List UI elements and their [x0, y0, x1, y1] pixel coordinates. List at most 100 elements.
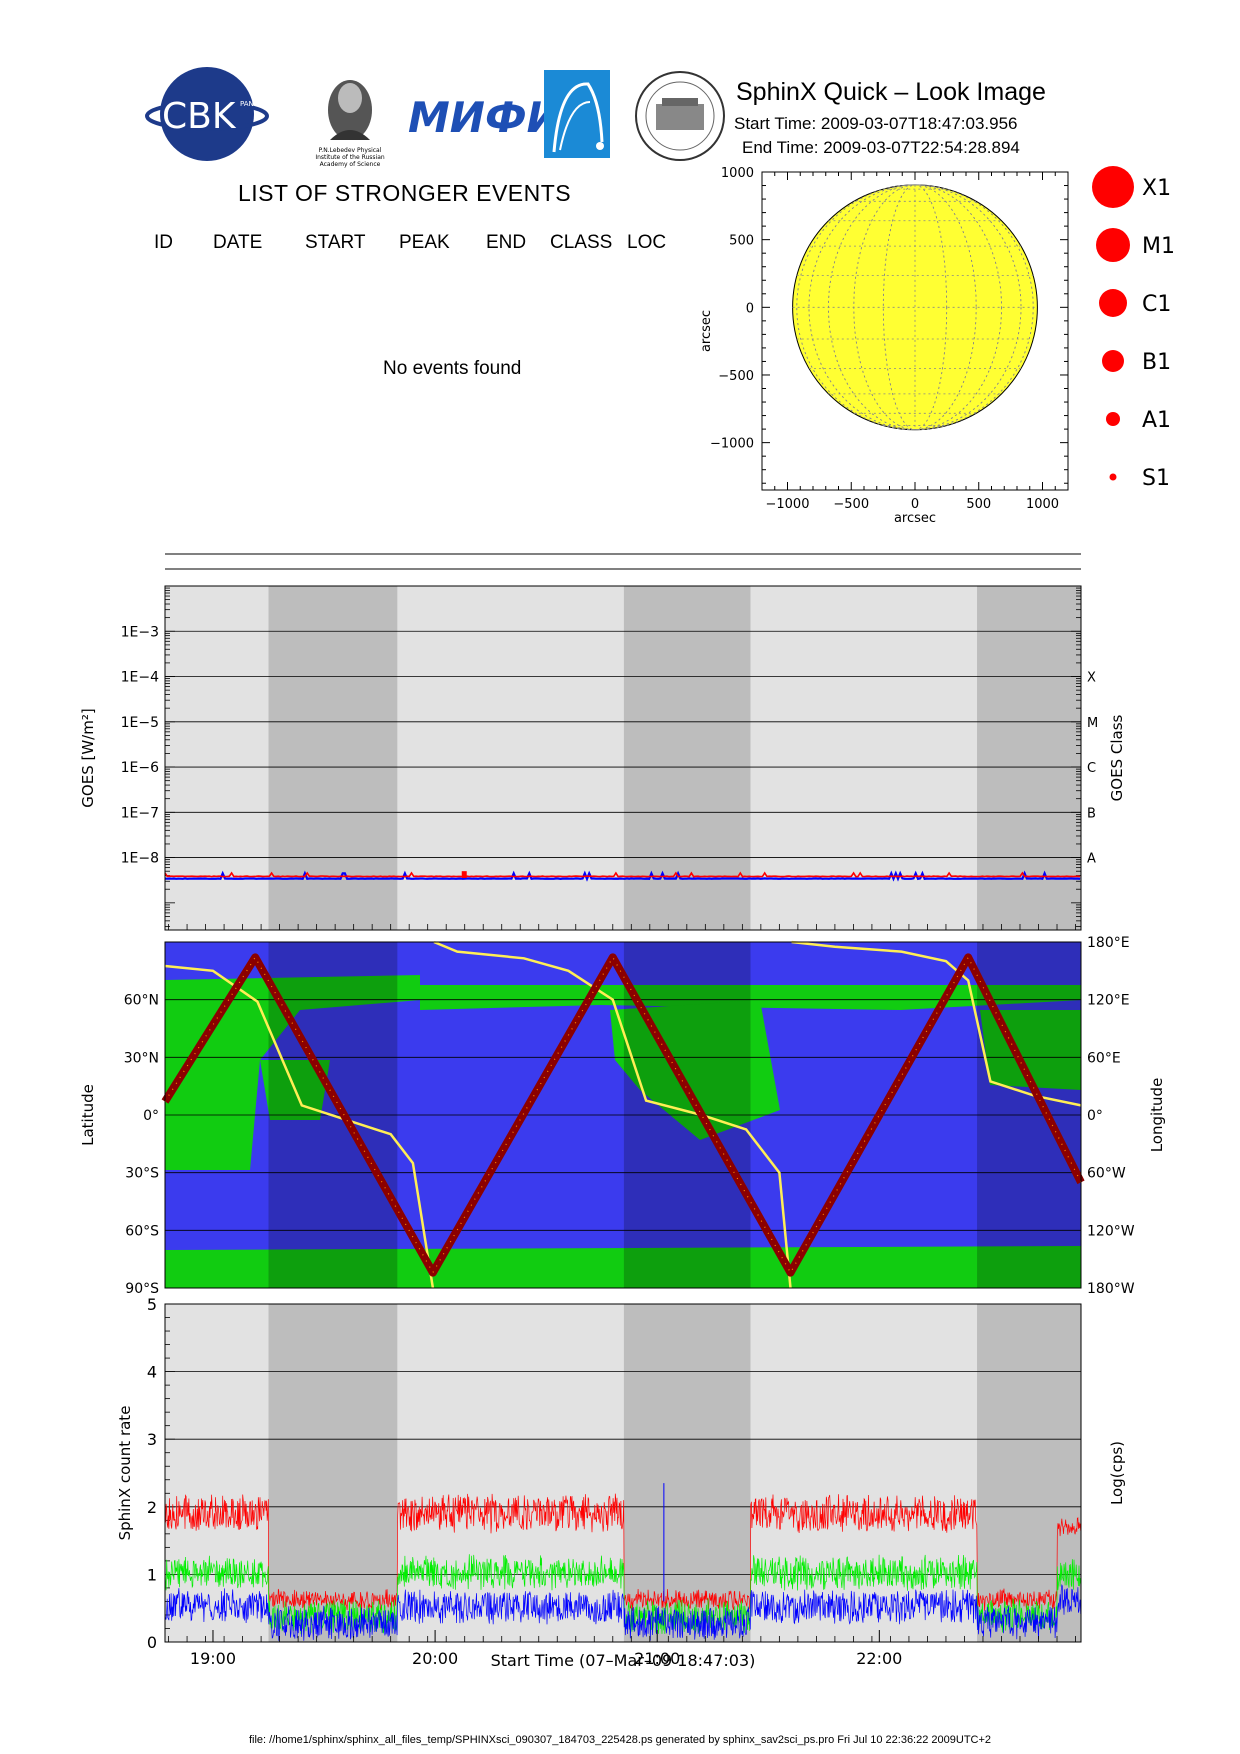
orbit-lon-label: 60°E	[1087, 1050, 1121, 1066]
y-tick-label: 1000	[721, 166, 754, 181]
sphinx-x-tick-label: 22:00	[856, 1649, 902, 1668]
orbit-lon-label: 180°W	[1087, 1281, 1135, 1297]
comet-logo	[544, 70, 610, 158]
legend-marker-s1	[1109, 473, 1117, 481]
y-tick-label: −500	[718, 369, 754, 384]
cbk-logo: CBK PAN	[145, 67, 269, 161]
sphinx-series-0	[164, 1493, 1082, 1611]
x-tick-label: −500	[833, 497, 869, 512]
sun-map-chart: −1000 −500 0 500 1000 −1000 −500 0 500 1000 arcsec…	[699, 166, 1069, 526]
orbit-lat-label: 60°N	[124, 993, 159, 1009]
legend-label-c1: C1	[1142, 292, 1171, 317]
goes-tick-label: 1E−7	[121, 805, 159, 821]
col-start: START	[305, 232, 366, 253]
sphinx-tick-label: 0	[147, 1633, 157, 1652]
sphinx-x-tick-label: 21:00	[634, 1649, 680, 1668]
x-tick-label: 1000	[1026, 497, 1059, 512]
sphinx-right-label: Log(cps)	[1108, 1441, 1126, 1505]
legend-marker-c1	[1099, 289, 1127, 317]
no-events-message: No events found	[383, 358, 522, 379]
sphinx-x-axis-label: Start Time (07–Mar–09 18:47:03)	[491, 1651, 756, 1670]
goes-class-label: X	[1087, 671, 1096, 686]
sphinx-x-tick-label: 19:00	[190, 1649, 236, 1668]
university-seal	[635, 71, 725, 161]
legend-label-s1: S1	[1142, 466, 1170, 491]
goes-bump	[461, 871, 467, 878]
legend-label-m1: M1	[1142, 234, 1175, 259]
orbit-lon-label: 60°W	[1087, 1166, 1126, 1182]
col-date: DATE	[213, 232, 263, 253]
orbit-lat-label: 60°S	[125, 1223, 159, 1239]
goes-class-label: A	[1087, 852, 1096, 867]
svg-text:Institute of the Russian: Institute of the Russian	[315, 154, 385, 161]
orbit-right-label: Longitude	[1148, 1078, 1166, 1153]
legend-label-x1: X1	[1142, 176, 1171, 201]
legend-label-b1: B1	[1142, 350, 1171, 375]
events-title: LIST OF STRONGER EVENTS	[238, 180, 572, 206]
sphinx-night-band	[623, 1304, 751, 1642]
orbit-lon-label: 180°E	[1087, 935, 1130, 951]
x-tick-label: 0	[911, 497, 919, 512]
svg-text:MИФИ: MИФИ	[408, 93, 562, 142]
x-axis-label: arcsec	[894, 511, 936, 526]
goes-class-label: B	[1087, 806, 1096, 821]
goes-class-label: C	[1087, 761, 1096, 776]
logo-strip: CBK PAN P.N.Lebedev Physical Institute o…	[145, 67, 725, 168]
sphinx-tick-label: 1	[147, 1565, 157, 1584]
goes-night-band	[268, 586, 398, 930]
orbit-lat-label: 30°N	[124, 1050, 159, 1066]
goes-right-label: GOES Class	[1108, 714, 1126, 801]
goes-series-long	[165, 870, 1081, 882]
goes-tick-label: 1E−4	[121, 670, 159, 686]
orbit-land	[165, 975, 420, 1170]
mifi-logo: MИФИ	[408, 93, 562, 142]
goes-frame	[164, 585, 1082, 931]
sphinx-night-band	[268, 1304, 398, 1642]
col-class: CLASS	[550, 232, 613, 253]
y-tick-label: −1000	[710, 437, 754, 452]
x-tick-label: 500	[966, 497, 991, 512]
page-title: SphinX Quick – Look Image	[736, 78, 1046, 106]
sphinx-y-label: SphinX count rate	[116, 1406, 134, 1541]
goes-tick-label: 1E−8	[121, 851, 159, 867]
flare-class-legend: X1 M1 C1 B1 A1 S1	[1092, 166, 1175, 491]
footer-file-info: file: //home1/sphinx/sphinx_all_files_te…	[248, 1734, 992, 1746]
legend-marker-m1	[1096, 228, 1130, 262]
sphinx-series-1	[164, 1554, 1082, 1635]
sphinx-series-2	[164, 1584, 1082, 1641]
goes-class-label: M	[1087, 716, 1098, 731]
sphinx-tick-label: 4	[147, 1363, 157, 1382]
goes-y-label: GOES [W/m²]	[79, 708, 97, 807]
legend-marker-a1	[1106, 412, 1120, 426]
col-end: END	[486, 232, 527, 253]
cbk-logo-text: CBK	[162, 96, 237, 137]
orbit-lon-label: 0°	[1087, 1108, 1103, 1124]
goes-tick-label: 1E−5	[121, 715, 159, 731]
legend-label-a1: A1	[1142, 408, 1171, 433]
sphinx-frame	[164, 1303, 1082, 1643]
orbit-latitude-track	[161, 953, 1085, 1277]
col-id: ID	[154, 232, 173, 253]
goes-tick-label: 1E−6	[121, 760, 159, 776]
y-tick-label: 500	[729, 234, 754, 249]
svg-text:Academy of Science: Academy of Science	[320, 161, 381, 168]
separator-lines	[165, 553, 1081, 570]
orbit-y-label: Latitude	[79, 1084, 97, 1146]
goes-tick-label: 1E−3	[121, 624, 159, 640]
orbit-lon-label: 120°W	[1087, 1223, 1135, 1239]
svg-text:P.N.Lebedev Physical: P.N.Lebedev Physical	[319, 147, 382, 154]
time-series-panels: 1E−8 1E−7 1E−6 1E−5 1E−4 1E−3 A B C M X GOES [W/m²]…	[79, 585, 1166, 1670]
goes-series-short	[164, 871, 1081, 878]
goes-night-band	[623, 586, 751, 930]
sun-meridian	[808, 184, 1022, 431]
orbit-land	[165, 1246, 1081, 1288]
lebedev-logo: P.N.Lebedev Physical Institute of the Ru…	[315, 80, 385, 168]
start-time: Start Time: 2009-03-07T18:47:03.956	[734, 114, 1018, 133]
legend-marker-b1	[1102, 350, 1124, 372]
y-axis-label: arcsec	[699, 310, 714, 352]
orbit-frame	[164, 941, 1082, 1289]
cbk-logo-small: PAN	[240, 100, 254, 108]
sphinx-x-tick-label: 20:00	[412, 1649, 458, 1668]
sphinx-night-band	[977, 1304, 1081, 1642]
sphinx-tick-label: 5	[147, 1295, 157, 1314]
